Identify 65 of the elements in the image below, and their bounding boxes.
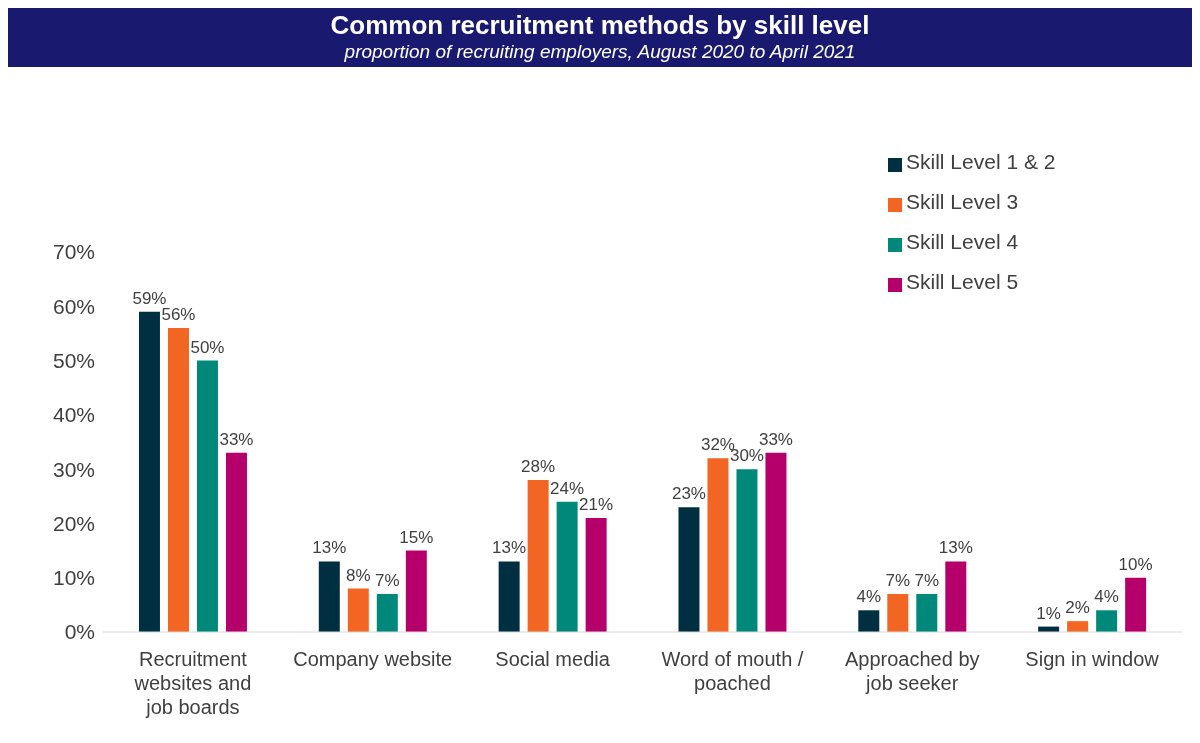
data-label: 21% [579,495,614,514]
data-label: 7% [375,571,400,590]
bar [765,452,787,632]
y-tick-label: 20% [52,511,95,535]
legend-label: Skill Level 5 [906,270,1019,293]
bar [707,458,729,632]
bar [138,311,160,632]
data-label: 7% [885,571,911,590]
data-label: 13% [492,538,527,558]
y-tick-label: 30% [52,457,95,481]
data-label: 4% [856,587,882,607]
data-label: 23% [671,484,706,504]
data-label: 33% [219,429,254,449]
bar [318,561,340,632]
bar [887,594,909,632]
data-label: 28% [521,457,556,476]
y-tick-label: 70% [52,240,95,264]
bar [1067,621,1089,632]
bar [498,561,520,632]
bar [347,588,369,632]
data-label: 10% [1118,554,1153,574]
bar [167,328,189,632]
bar [225,452,247,632]
data-label: 59% [132,288,167,308]
legend-label: Skill Level 3 [906,190,1019,213]
bar [556,501,578,632]
data-label: 13% [312,538,347,558]
bar [376,594,398,632]
data-label: 13% [938,538,973,558]
bar [1096,610,1118,632]
y-tick-label: 40% [52,403,95,427]
x-tick-label: Word of mouth / poached [661,648,804,694]
y-tick-label: 60% [52,294,95,318]
y-tick-label: 0% [64,620,95,644]
bar [945,561,967,632]
data-label: 1% [1036,603,1061,623]
bar [916,594,938,632]
y-tick-label: 10% [52,566,95,590]
bar [585,518,607,632]
bar [405,550,427,632]
y-tick-label: 50% [52,349,95,373]
x-tick-label: Social media [495,648,611,670]
data-label: 7% [914,571,940,590]
x-tick-label: Sign in window [1025,648,1160,670]
bar [858,610,880,632]
data-label: 4% [1094,587,1119,607]
x-tick-label: Company website [293,648,453,670]
legend-label: Skill Level 4 [906,230,1019,253]
bar [678,507,700,632]
bar [1125,577,1147,632]
data-label: 15% [399,527,434,547]
data-label: 50% [190,337,225,357]
data-label: 8% [346,565,371,585]
bar [527,480,549,632]
data-label: 33% [758,429,793,449]
legend-label: Skill Level 1 & 2 [906,150,1056,173]
chart-title: Common recruitment methods by skill level [329,10,871,41]
bar [196,360,218,632]
data-label: 2% [1065,598,1090,618]
x-tick-label: Recruitment websites and job boards [133,648,252,718]
bar [736,469,758,632]
data-label: 56% [161,305,196,324]
chart-subtitle: proportion of recruiting employers, August 2020 to April 2021 [343,41,857,63]
x-tick-label: Approached by job seeker [844,648,980,694]
data-label: 24% [550,478,585,498]
